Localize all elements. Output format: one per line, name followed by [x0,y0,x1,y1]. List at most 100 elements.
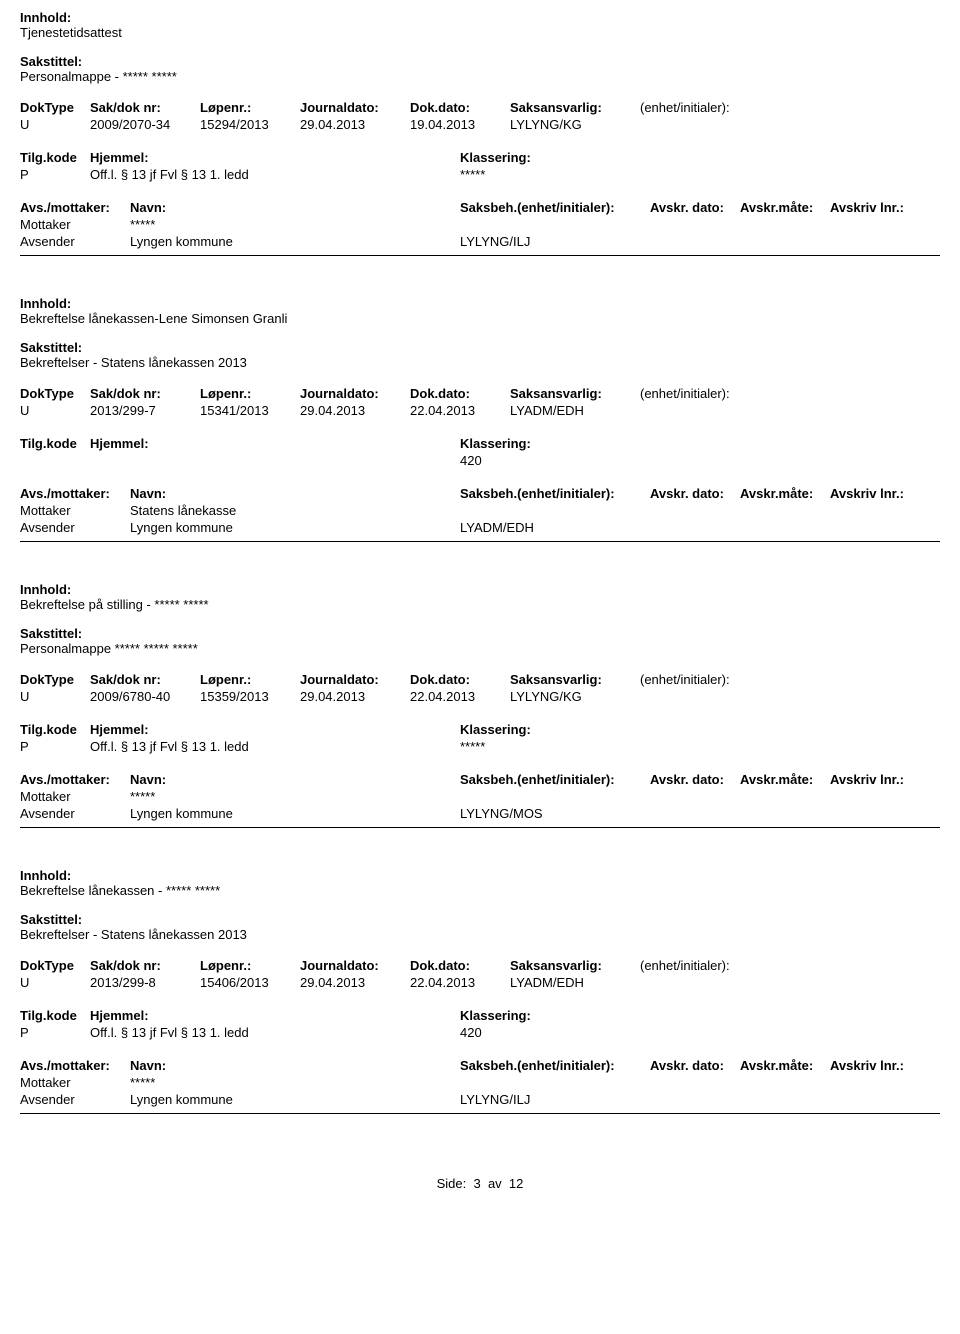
hjemmel-label: Hjemmel: [90,1008,460,1023]
mottaker-name: ***** [130,789,460,804]
sakstittel-label: Sakstittel: [20,912,940,927]
sakdok-value: 2009/2070-34 [90,117,200,132]
avsender-label: Avsender [20,806,130,821]
lopenr-label: Løpenr.: [200,672,300,687]
sakdok-label: Sak/dok nr: [90,958,200,973]
lopenr-value: 15341/2013 [200,403,300,418]
hjemmel-label: Hjemmel: [90,150,460,165]
avsmottaker-label: Avs./mottaker: [20,1058,130,1073]
lopenr-label: Løpenr.: [200,958,300,973]
innhold-value: Tjenestetidsattest [20,25,940,40]
mottaker-name: Statens lånekasse [130,503,460,518]
saksbeh-value: LYLYNG/ILJ [460,1092,530,1107]
klassering-label: Klassering: [460,436,531,451]
journaldato-value: 29.04.2013 [300,403,410,418]
klassering-value: ***** [460,739,485,754]
tilgkode-label: Tilg.kode [20,150,90,165]
sakstittel-label: Sakstittel: [20,340,940,355]
navn-label: Navn: [130,1058,460,1073]
sakdok-label: Sak/dok nr: [90,386,200,401]
navn-label: Navn: [130,200,460,215]
av-label: av [488,1176,502,1191]
avsender-name: Lyngen kommune [130,234,460,249]
avskrdato-label: Avskr. dato: [650,772,740,787]
avsmottaker-label: Avs./mottaker: [20,200,130,215]
avsender-label: Avsender [20,520,130,535]
mottaker-label: Mottaker [20,503,130,518]
avskrdato-label: Avskr. dato: [650,1058,740,1073]
hjemmel-value: Off.l. § 13 jf Fvl § 13 1. ledd [90,167,460,182]
doktype-value: U [20,689,90,704]
saksbeh-value: LYLYNG/ILJ [460,234,530,249]
hjemmel-label: Hjemmel: [90,722,460,737]
hjemmel-value: Off.l. § 13 jf Fvl § 13 1. ledd [90,1025,460,1040]
mottaker-label: Mottaker [20,217,130,232]
klassering-label: Klassering: [460,1008,531,1023]
tilgkode-label: Tilg.kode [20,722,90,737]
tilgkode-label: Tilg.kode [20,1008,90,1023]
avskrmate-label: Avskr.måte: [740,1058,830,1073]
innhold-label: Innhold: [20,582,940,597]
avsender-name: Lyngen kommune [130,806,460,821]
dokdato-label: Dok.dato: [410,386,510,401]
mottaker-name: ***** [130,217,460,232]
page-current: 3 [473,1176,480,1191]
klassering-label: Klassering: [460,150,531,165]
klassering-value: ***** [460,167,485,182]
sakstittel-value: Personalmappe ***** ***** ***** [20,641,940,656]
avskrivlnr-label: Avskriv lnr.: [830,486,904,501]
saksansvarlig-value: LYADM/EDH [510,975,640,990]
dokdato-label: Dok.dato: [410,672,510,687]
doktype-label: DokType [20,386,90,401]
dokdato-value: 22.04.2013 [410,403,510,418]
avsmottaker-label: Avs./mottaker: [20,772,130,787]
avsmottaker-label: Avs./mottaker: [20,486,130,501]
sakdok-value: 2013/299-7 [90,403,200,418]
sakdok-value: 2009/6780-40 [90,689,200,704]
saksbeh-label: Saksbeh.(enhet/initialer): [460,1058,650,1073]
dokdato-value: 22.04.2013 [410,689,510,704]
enhet-label: (enhet/initialer): [640,386,780,401]
innhold-value: Bekreftelse lånekassen - ***** ***** [20,883,940,898]
avskrivlnr-label: Avskriv lnr.: [830,772,904,787]
avskrmate-label: Avskr.måte: [740,772,830,787]
lopenr-value: 15406/2013 [200,975,300,990]
avskrivlnr-label: Avskriv lnr.: [830,200,904,215]
hjemmel-label: Hjemmel: [90,436,460,451]
lopenr-label: Løpenr.: [200,386,300,401]
lopenr-label: Løpenr.: [200,100,300,115]
dokdato-value: 22.04.2013 [410,975,510,990]
enhet-label: (enhet/initialer): [640,100,780,115]
side-label: Side: [437,1176,467,1191]
mottaker-label: Mottaker [20,789,130,804]
journaldato-value: 29.04.2013 [300,975,410,990]
sakdok-value: 2013/299-8 [90,975,200,990]
tilgkode-value: P [20,1025,90,1040]
dokdato-label: Dok.dato: [410,958,510,973]
sakstittel-label: Sakstittel: [20,54,940,69]
avsender-label: Avsender [20,1092,130,1107]
innhold-label: Innhold: [20,868,940,883]
saksbeh-value: LYADM/EDH [460,520,534,535]
page-total: 12 [509,1176,523,1191]
journal-record: Innhold: Tjenestetidsattest Sakstittel: … [20,10,940,278]
tilgkode-value: P [20,167,90,182]
avskrdato-label: Avskr. dato: [650,486,740,501]
saksansvarlig-label: Saksansvarlig: [510,386,640,401]
sakstittel-label: Sakstittel: [20,626,940,641]
sakstittel-value: Bekreftelser - Statens lånekassen 2013 [20,927,940,942]
innhold-label: Innhold: [20,296,940,311]
mottaker-label: Mottaker [20,1075,130,1090]
saksbeh-value: LYLYNG/MOS [460,806,543,821]
saksansvarlig-label: Saksansvarlig: [510,100,640,115]
saksbeh-label: Saksbeh.(enhet/initialer): [460,772,650,787]
lopenr-value: 15294/2013 [200,117,300,132]
mottaker-name: ***** [130,1075,460,1090]
innhold-value: Bekreftelse lånekassen-Lene Simonsen Gra… [20,311,940,326]
klassering-value: 420 [460,453,482,468]
sakdok-label: Sak/dok nr: [90,100,200,115]
avsender-name: Lyngen kommune [130,1092,460,1107]
doktype-value: U [20,403,90,418]
navn-label: Navn: [130,486,460,501]
journaldato-label: Journaldato: [300,100,410,115]
